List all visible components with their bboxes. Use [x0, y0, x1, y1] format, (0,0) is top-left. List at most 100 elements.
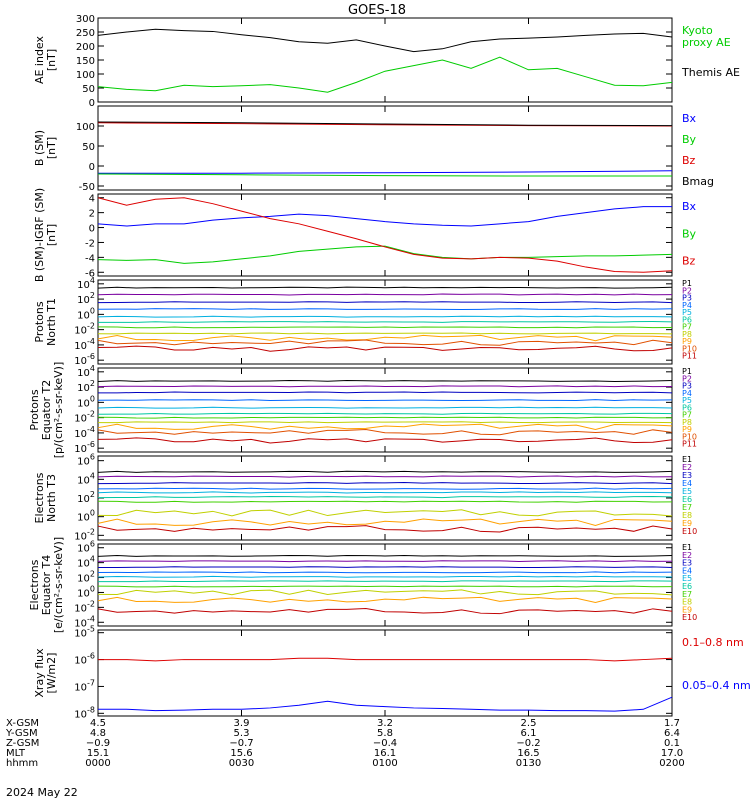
ytick-label: 10-6	[74, 652, 95, 667]
legend-entry-2: E3	[682, 471, 692, 480]
channel-line-P2	[97, 293, 673, 296]
footer-value: 0030	[229, 758, 254, 769]
ytick-label: 50	[82, 142, 95, 153]
series-line-1	[97, 56, 673, 93]
footer-value: 1.7	[664, 718, 680, 729]
legend-entry-6: P7	[682, 411, 692, 420]
legend-entry-5: E6	[682, 495, 692, 504]
legend-entry-8: E9	[682, 519, 692, 528]
channel-line-E7	[97, 585, 673, 588]
channel-line-E4	[97, 487, 673, 490]
legend-entry-2: E3	[682, 559, 692, 568]
ytick-label: 10-7	[74, 678, 95, 693]
footer-value: −0.2	[516, 738, 540, 749]
ytick-label: 10-8	[74, 705, 95, 720]
ytick-label: 250	[76, 28, 95, 39]
legend-entry-7: P8	[682, 418, 692, 427]
footer-value: 16.1	[374, 748, 396, 759]
channel-line-E6	[97, 496, 673, 499]
y-axis-label: ProtonsEquator T2[p/(cm²-s-sr-keV)]	[28, 362, 65, 459]
footer-value: 0000	[85, 758, 110, 769]
channel-line-P5	[97, 315, 673, 318]
footer-row-label: X-GSM	[6, 718, 39, 729]
channel-line-P10	[97, 429, 673, 436]
ytick-label: 10-2	[74, 527, 95, 542]
legend-entry-0: 0.1–0.8 nm	[682, 636, 744, 649]
legend-entry-7: E8	[682, 511, 692, 520]
panel-frame	[97, 455, 673, 541]
channel-line-P8	[97, 332, 673, 335]
legend-entry-1: P2	[682, 286, 692, 295]
ytick-label: 10-6	[74, 440, 95, 455]
panel-bdiff: -6 -4 -2 0 2 4 B (SM)-IGRF (SM)[nT] Bx By Bz	[33, 188, 697, 282]
y-axis-label: Xray flux[W/m2]	[33, 648, 58, 698]
legend-entry-2: Bz	[682, 255, 696, 268]
channel-line-P8	[97, 421, 673, 424]
channel-line-P9	[97, 334, 673, 342]
ytick-label: 10-5	[74, 625, 95, 640]
footer-value: 5.8	[377, 728, 393, 739]
footer-value: 4.5	[90, 718, 106, 729]
legend-entry-3: Bmag	[682, 175, 714, 188]
channel-line-E2	[97, 560, 673, 563]
series-line-2	[97, 197, 673, 273]
ytick-label: 10-2	[74, 410, 95, 425]
ytick-label: 104	[77, 471, 95, 486]
y-axis-label: B (SM)[nT]	[33, 130, 58, 166]
ytick-label: 10-4	[74, 614, 95, 629]
y-axis-label: ElectronsEquator T4[e/(cm²-s-sr-keV)]	[28, 537, 65, 633]
ytick-label: 10-2	[74, 322, 95, 337]
legend-entry-0: P1	[682, 367, 692, 376]
ytick-label: 100	[76, 122, 95, 133]
legend-entry-3: E4	[682, 566, 692, 575]
channel-line-P10	[97, 339, 673, 346]
legend-entry-4: P5	[682, 396, 692, 405]
date-label: 2024 May 22	[6, 786, 78, 799]
legend-entry-1: By	[682, 227, 697, 240]
legend-entry-2: P3	[682, 294, 692, 303]
series-line-1	[98, 696, 673, 712]
footer-value: 16.5	[517, 748, 539, 759]
channel-line-P6	[97, 412, 673, 415]
channel-line-E1	[97, 470, 673, 473]
ytick-label: 104	[77, 555, 95, 570]
y-axis-label: B (SM)-IGRF (SM)[nT]	[33, 188, 58, 282]
series-line-0	[97, 28, 673, 53]
footer-value: −0.4	[373, 738, 397, 749]
channel-line-E8	[97, 509, 673, 517]
ytick-label: 0	[89, 162, 95, 173]
series-line-0	[98, 657, 673, 662]
footer-value: −0.9	[86, 738, 110, 749]
ytick-label: 102	[77, 379, 95, 394]
channel-line-P7	[97, 326, 673, 329]
channel-line-E10	[97, 525, 673, 533]
panel-ae: 0 50 100 150 200 250 300 AE index[nT] Kyoto proxy…	[33, 14, 740, 109]
legend-entry-6: E7	[682, 503, 692, 512]
ytick-label: 100	[77, 306, 95, 321]
footer-value: 5.3	[234, 728, 250, 739]
footer-value: 6.1	[521, 728, 537, 739]
ytick-label: 100	[77, 509, 95, 524]
legend-entry-0: Bx	[682, 200, 697, 213]
legend-entry-6: P7	[682, 323, 692, 332]
ytick-label: 200	[76, 42, 95, 53]
legend-entry-9: E10	[682, 613, 697, 622]
legend-entry-0: Kyoto proxy AE	[682, 24, 731, 49]
legend-entry-8: P9	[682, 337, 692, 346]
y-axis-label: ElectronsNorth T3	[33, 472, 58, 523]
ytick-label: 102	[77, 570, 95, 585]
legend-entry-0: E1	[682, 543, 692, 552]
ytick-label: 104	[77, 276, 95, 291]
footer-value: 2.5	[521, 718, 537, 729]
footer-value: 0.1	[664, 738, 680, 749]
ytick-label: 10-4	[74, 337, 95, 352]
series-line-1	[97, 173, 672, 177]
legend-entry-7: E8	[682, 598, 692, 607]
legend-entry-9: E10	[682, 527, 697, 536]
ytick-label: 150	[76, 56, 95, 67]
ytick-label: 0	[89, 224, 95, 235]
channel-line-E1	[97, 554, 673, 557]
